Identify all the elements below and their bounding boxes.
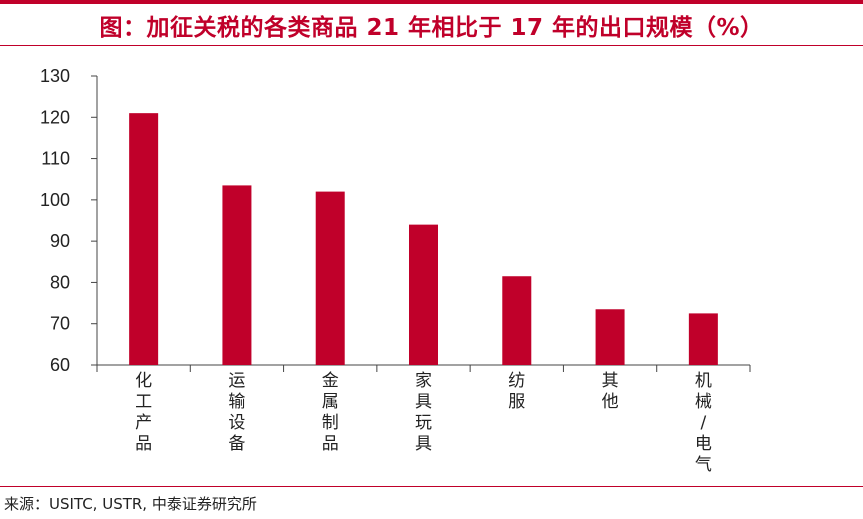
category-label: 金属制品 bbox=[322, 371, 339, 454]
title-rule bbox=[0, 45, 863, 46]
bar bbox=[502, 276, 532, 365]
chart-title: 图：加征关税的各类商品 21 年相比于 17 年的出口规模（%） bbox=[99, 15, 764, 41]
category-label: 家具玩具 bbox=[415, 371, 432, 454]
bar bbox=[595, 309, 625, 365]
category-label: 运输设备 bbox=[228, 371, 245, 454]
y-tick-label: 80 bbox=[50, 272, 70, 292]
y-tick-label: 60 bbox=[50, 355, 70, 375]
bar bbox=[222, 185, 252, 365]
category-label: 其他 bbox=[602, 371, 619, 412]
bar-chart: 60 70 80 90 100 110 120 130 化工产品 运输设备 金属制品 家具玩具 纺服 其… bbox=[40, 66, 751, 475]
y-tick-label: 100 bbox=[40, 190, 70, 210]
y-tick-label: 130 bbox=[40, 66, 70, 86]
y-tick-label: 70 bbox=[50, 314, 70, 334]
category-label: 机械/电气 bbox=[695, 371, 712, 475]
top-rule bbox=[0, 0, 863, 4]
category-label: 化工产品 bbox=[135, 371, 152, 454]
y-axis: 60 70 80 90 100 110 120 130 bbox=[40, 66, 98, 375]
y-tick-label: 120 bbox=[40, 107, 70, 127]
bar bbox=[688, 313, 718, 365]
bar bbox=[409, 224, 438, 365]
bottom-rule bbox=[0, 486, 863, 487]
bar bbox=[129, 113, 159, 366]
source-note: 来源：USITC, USTR, 中泰证券研究所 bbox=[4, 495, 257, 513]
category-labels: 化工产品 运输设备 金属制品 家具玩具 纺服 其他 机械/电气 bbox=[135, 371, 712, 475]
bars bbox=[129, 113, 718, 366]
y-tick-label: 110 bbox=[41, 149, 70, 169]
y-tick-label: 90 bbox=[50, 231, 70, 251]
bar bbox=[315, 191, 345, 365]
category-label: 纺服 bbox=[508, 371, 525, 412]
